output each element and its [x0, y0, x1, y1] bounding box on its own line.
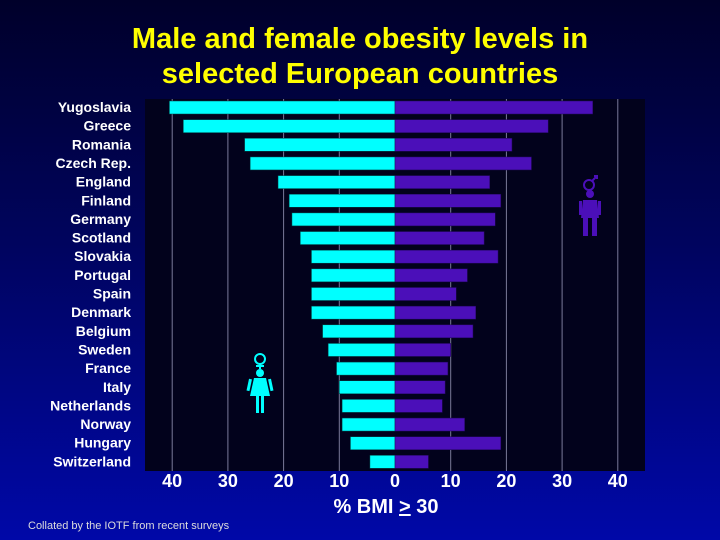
male-bar: [394, 268, 468, 283]
category-label: France: [85, 360, 131, 376]
category-label: Denmark: [71, 304, 131, 320]
chart-title: Male and female obesity levels in select…: [0, 22, 720, 92]
male-bar: [394, 231, 485, 245]
male-bar: [394, 436, 502, 450]
female-bar: [244, 138, 396, 152]
category-label: Scotland: [72, 230, 131, 246]
female-bars: [169, 100, 396, 469]
x-tick-label: 30: [552, 471, 572, 491]
category-label: Belgium: [76, 323, 131, 339]
male-bar: [394, 175, 490, 189]
category-label: Sweden: [78, 341, 131, 357]
female-bar: [322, 324, 396, 339]
male-bar: [394, 156, 532, 171]
female-bar: [339, 380, 396, 394]
female-bar: [183, 119, 396, 133]
female-bar: [327, 343, 396, 357]
female-bar: [291, 212, 396, 227]
x-tick-label: 0: [390, 471, 400, 491]
male-bar: [394, 361, 449, 376]
category-label: Slovakia: [74, 248, 131, 264]
category-label: Yugoslavia: [58, 99, 131, 115]
female-bar: [249, 156, 396, 171]
female-bar: [350, 436, 396, 450]
male-bar: [394, 119, 549, 133]
category-labels: Yugoslavia Greece Romania Czech Rep. England…: [50, 99, 131, 469]
x-tick-label: 40: [608, 471, 628, 491]
category-label: Netherlands: [50, 397, 131, 413]
female-bar: [369, 455, 396, 469]
female-bar: [277, 175, 396, 189]
male-bar: [394, 417, 465, 432]
x-tick-label: 10: [329, 471, 349, 491]
female-bar: [311, 305, 396, 320]
chart-title-line-2: selected European countries: [161, 58, 559, 90]
male-bar: [394, 212, 496, 227]
x-tick-label: 40: [162, 471, 182, 491]
male-bar: [394, 399, 443, 413]
male-bar: [394, 249, 499, 264]
x-axis-title-prefix: % BMI: [333, 496, 400, 518]
x-tick-label: 30: [218, 471, 238, 491]
female-bar: [311, 268, 396, 283]
category-label: Switzerland: [53, 453, 131, 469]
male-bars: [394, 100, 593, 469]
female-bar: [341, 399, 396, 413]
x-tick-labels: 40 30 20 10 0 10 20 30 40: [162, 471, 628, 491]
male-bar: [394, 343, 451, 357]
x-tick-label: 20: [274, 471, 294, 491]
category-label: Italy: [103, 379, 131, 395]
female-bar: [341, 417, 396, 432]
x-axis-title-suffix: 30: [410, 496, 439, 518]
category-label: Norway: [80, 416, 131, 432]
category-label: Hungary: [74, 435, 131, 451]
male-bar: [394, 455, 429, 469]
male-bar: [394, 380, 446, 394]
female-bar: [311, 249, 396, 264]
plot-background: [145, 99, 645, 471]
female-figure-icon: [246, 353, 274, 413]
female-bar: [336, 361, 396, 376]
category-label: Romania: [72, 136, 131, 152]
x-tick-label: 20: [496, 471, 516, 491]
female-bar: [288, 194, 396, 208]
category-label: Greece: [84, 118, 132, 134]
female-bar: [311, 287, 396, 301]
chart-title-line-1: Male and female obesity levels in: [131, 23, 589, 55]
male-bar: [394, 287, 457, 301]
female-bar: [300, 231, 396, 245]
x-axis-title: % BMI > 30: [286, 496, 486, 519]
male-bar: [394, 100, 593, 115]
category-label: Finland: [81, 192, 131, 208]
category-label: Czech Rep.: [56, 155, 131, 171]
male-bar: [394, 138, 513, 152]
x-axis-title-ge: >: [399, 496, 411, 518]
footnote: Collated by the IOTF from recent surveys: [28, 520, 230, 532]
female-bar: [169, 100, 396, 115]
category-label: Germany: [70, 211, 131, 227]
category-label: Spain: [93, 286, 131, 302]
male-bar: [394, 305, 477, 320]
category-label: Portugal: [74, 267, 131, 283]
male-bar: [394, 324, 474, 339]
male-bar: [394, 194, 502, 208]
x-tick-label: 10: [441, 471, 461, 491]
male-figure-icon: [579, 175, 601, 236]
category-label: England: [76, 174, 131, 190]
